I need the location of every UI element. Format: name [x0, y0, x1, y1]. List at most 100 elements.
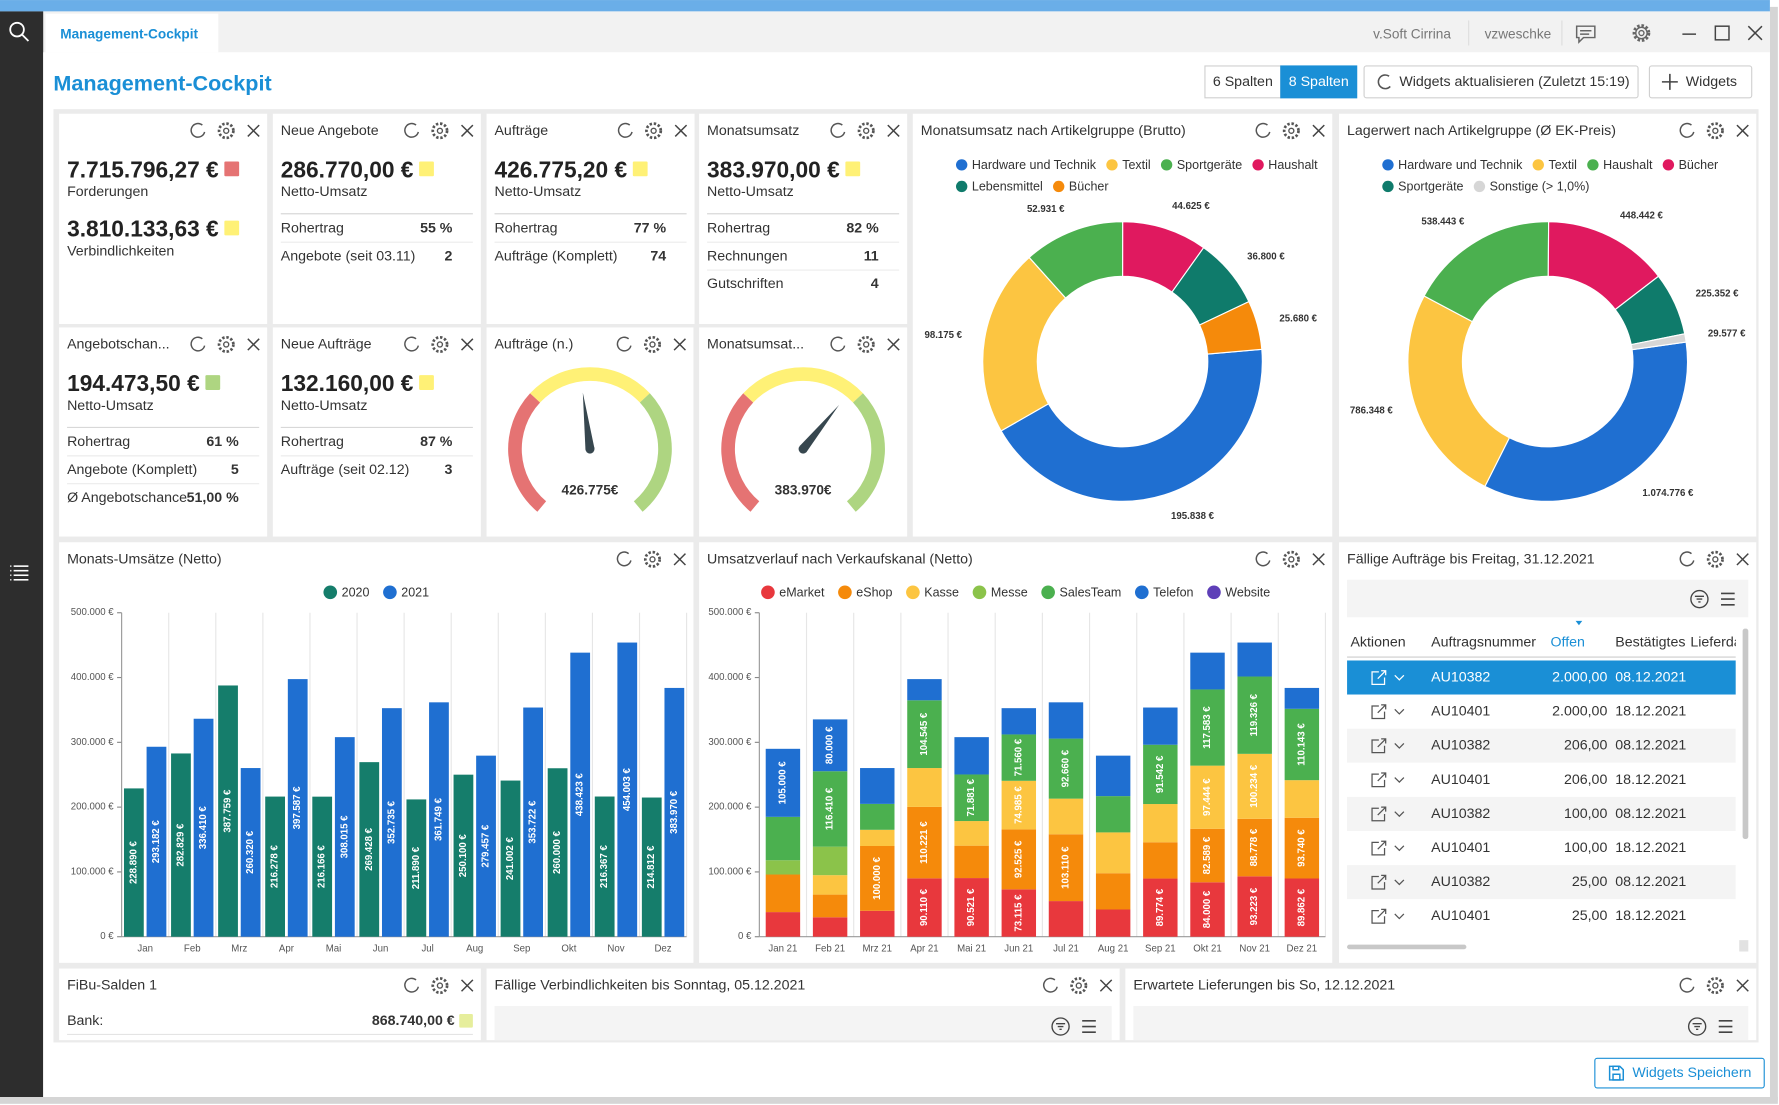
settings-button[interactable]: [643, 550, 662, 568]
column-header[interactable]: Auftragsnummer: [1431, 634, 1536, 650]
horizontal-scrollbar[interactable]: [1347, 944, 1467, 950]
table-row[interactable]: [1347, 694, 1736, 729]
settings-button[interactable]: [643, 335, 662, 354]
refresh-button[interactable]: [1679, 977, 1695, 993]
save-label[interactable]: Widgets Speichern: [1632, 1065, 1751, 1081]
refresh-button[interactable]: [1679, 122, 1695, 138]
refresh-button[interactable]: [1043, 977, 1058, 993]
column-header[interactable]: Lieferda: [1690, 634, 1741, 650]
settings-button[interactable]: [1706, 550, 1724, 568]
table-row[interactable]: [1347, 660, 1736, 695]
close-button[interactable]: [1099, 979, 1113, 992]
settings-button[interactable]: [431, 977, 449, 995]
column-button-label[interactable]: 6 Spalten: [1213, 74, 1273, 90]
settings-button[interactable]: [1070, 977, 1088, 995]
close-button[interactable]: [1736, 979, 1749, 992]
settings-button[interactable]: [645, 122, 663, 140]
close-button[interactable]: [887, 124, 900, 137]
filter-button[interactable]: [1051, 1017, 1070, 1036]
settings-button[interactable]: [1282, 122, 1300, 140]
column-header[interactable]: Bestätigtes: [1615, 634, 1685, 650]
close-button[interactable]: [460, 124, 474, 137]
column-button[interactable]: [1204, 65, 1282, 99]
search-button[interactable]: [9, 21, 30, 42]
menu-button[interactable]: [10, 565, 29, 581]
refresh-button[interactable]: [1679, 551, 1695, 567]
list-menu-button[interactable]: [1721, 592, 1735, 606]
close-button[interactable]: [1747, 25, 1763, 41]
tab-label[interactable]: Management-Cockpit: [60, 27, 198, 42]
column-header[interactable]: Offen: [1551, 634, 1585, 650]
active-tab[interactable]: [45, 13, 219, 53]
refresh-button[interactable]: [404, 336, 420, 352]
filter-button[interactable]: [1690, 589, 1709, 609]
close-button[interactable]: [1736, 553, 1749, 566]
settings-button[interactable]: [1706, 122, 1724, 140]
edit-button[interactable]: [1371, 874, 1387, 890]
add-widget-button[interactable]: [1648, 65, 1753, 99]
column-button-label[interactable]: 8 Spalten: [1289, 74, 1349, 90]
table-row[interactable]: [1347, 796, 1736, 832]
refresh-button[interactable]: [616, 551, 632, 567]
table-row[interactable]: [1347, 728, 1736, 763]
close-button[interactable]: [1312, 553, 1325, 566]
vertical-scrollbar[interactable]: [1742, 628, 1749, 839]
refresh-button[interactable]: [830, 336, 846, 352]
edit-button[interactable]: [1371, 704, 1387, 720]
maximize-button[interactable]: [1714, 25, 1730, 41]
settings-button[interactable]: [857, 122, 875, 140]
save-button[interactable]: [1594, 1057, 1765, 1089]
refresh-button[interactable]: [404, 977, 420, 993]
filter-button[interactable]: [1687, 1017, 1707, 1036]
messages-button[interactable]: [1575, 25, 1596, 44]
expand-button[interactable]: [1394, 674, 1405, 681]
list-menu-button[interactable]: [1718, 1020, 1733, 1034]
edit-button[interactable]: [1371, 840, 1387, 856]
settings-button[interactable]: [1282, 550, 1300, 568]
edit-button[interactable]: [1371, 908, 1387, 924]
close-button[interactable]: [1736, 124, 1749, 137]
refresh-button[interactable]: [616, 336, 632, 352]
column-button[interactable]: [1280, 65, 1358, 99]
refresh-button[interactable]: [830, 122, 846, 138]
settings-button[interactable]: [217, 335, 235, 354]
edit-button[interactable]: [1371, 738, 1387, 754]
settings-button[interactable]: [431, 335, 449, 354]
settings-button[interactable]: [431, 122, 449, 140]
list-menu-button[interactable]: [1082, 1020, 1096, 1034]
refresh-widgets-button[interactable]: [1363, 65, 1639, 99]
close-button[interactable]: [1312, 124, 1325, 137]
close-button[interactable]: [460, 338, 474, 351]
refresh-button[interactable]: [617, 122, 633, 138]
close-button[interactable]: [673, 553, 686, 566]
refresh-button[interactable]: [404, 122, 420, 138]
edit-button[interactable]: [1371, 806, 1387, 822]
settings-button[interactable]: [1706, 977, 1724, 995]
close-button[interactable]: [247, 124, 260, 137]
table-row[interactable]: [1347, 762, 1736, 797]
user-name[interactable]: vzweschke: [1485, 27, 1552, 42]
close-button[interactable]: [674, 124, 688, 137]
close-button[interactable]: [460, 979, 474, 992]
column-header[interactable]: Aktionen: [1350, 634, 1405, 650]
expand-button[interactable]: [1394, 845, 1405, 852]
table-row[interactable]: [1347, 831, 1736, 866]
settings-button[interactable]: [857, 335, 875, 354]
settings-button[interactable]: [217, 122, 235, 140]
refresh-button[interactable]: [1255, 551, 1271, 567]
edit-button[interactable]: [1371, 772, 1387, 788]
close-button[interactable]: [887, 338, 900, 351]
table-row[interactable]: [1347, 899, 1736, 934]
refresh-button[interactable]: [190, 122, 206, 138]
expand-button[interactable]: [1394, 913, 1405, 920]
close-button[interactable]: [247, 338, 260, 351]
edit-button[interactable]: [1371, 670, 1387, 685]
table-row[interactable]: [1347, 865, 1736, 900]
refresh-button[interactable]: [190, 336, 206, 352]
expand-button[interactable]: [1394, 879, 1405, 886]
close-button[interactable]: [673, 338, 686, 351]
refresh-widgets-label[interactable]: Widgets aktualisieren (Zuletzt 15:19): [1399, 74, 1629, 90]
expand-button[interactable]: [1394, 811, 1405, 818]
add-widget-label[interactable]: Widgets: [1686, 74, 1737, 90]
expand-button[interactable]: [1394, 743, 1405, 749]
